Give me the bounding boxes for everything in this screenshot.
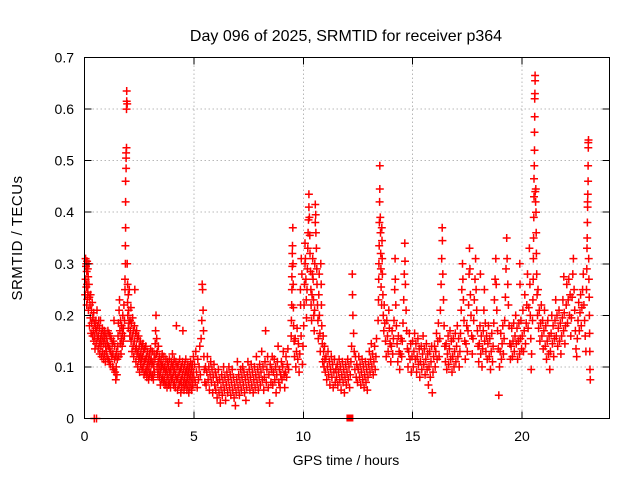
y-tick-label: 0.2 <box>55 307 75 323</box>
y-tick-label: 0.5 <box>55 153 75 169</box>
y-tick-label: 0.4 <box>55 204 75 220</box>
x-tick-label: 0 <box>81 428 89 444</box>
y-tick-label: 0.6 <box>55 101 75 117</box>
y-tick-label: 0.3 <box>55 256 75 272</box>
series-srmtid <box>81 71 595 423</box>
chart-title: Day 096 of 2025, SRMTID for receiver p36… <box>190 28 502 45</box>
x-tick-label: 20 <box>514 428 530 444</box>
x-tick-label: 10 <box>295 428 311 444</box>
axis-layer <box>84 57 610 419</box>
x-tick-label: 15 <box>405 428 421 444</box>
y-tick-label: 0.1 <box>55 359 75 375</box>
y-axis-label: SRMTID / TECUs <box>9 175 26 300</box>
y-tick-label: 0 <box>66 411 74 427</box>
data-points <box>81 71 595 423</box>
y-tick-label: 0.7 <box>55 50 75 66</box>
x-axis-label: GPS time / hours <box>293 452 400 468</box>
tick-label-layer: 0 5 10 15 20 0 0.1 0.2 0.3 0.4 0.5 0.6 0.7 <box>55 50 530 445</box>
plot-border <box>84 57 610 419</box>
x-tick-label: 5 <box>190 428 198 444</box>
